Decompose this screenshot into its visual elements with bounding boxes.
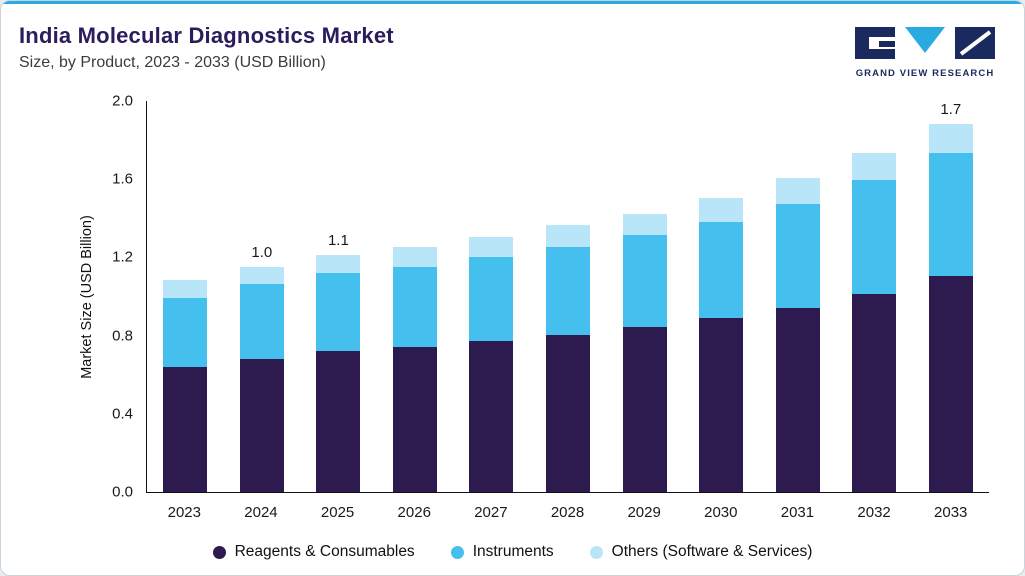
y-tick-label: 0.0 (112, 483, 133, 501)
bar-segment (469, 341, 514, 492)
y-tick-label: 1.6 (112, 170, 133, 188)
legend-marker-icon (212, 545, 226, 559)
bar-column-2023 (147, 101, 224, 492)
y-tick-label: 1.2 (112, 248, 133, 266)
legend-marker-icon (450, 545, 464, 559)
bar-value-label: 1.0 (251, 243, 273, 261)
bar-segment (316, 272, 361, 351)
bar-value-label: 1.1 (327, 231, 349, 249)
chart-subtitle: Size, by Product, 2023 - 2033 (USD Billi… (19, 54, 326, 71)
bar-segment (546, 247, 590, 336)
bar-segment (699, 317, 744, 492)
bar-segment (622, 327, 667, 492)
legend: Reagents & Consumables Instruments Others … (1, 543, 1024, 561)
bar-segment (928, 276, 973, 492)
bar-segment (775, 307, 820, 492)
bar-segment (928, 152, 973, 277)
bar-segment (852, 152, 897, 181)
bar-segment (775, 178, 820, 204)
bar-stack (239, 266, 284, 492)
x-tick-label: 2027 (474, 504, 508, 521)
bar-stack (469, 237, 514, 492)
bar-segment (392, 266, 437, 347)
legend-label: Instruments (472, 543, 554, 560)
chart-title: India Molecular Diagnostics Market (19, 23, 394, 48)
x-tick-label: 2031 (780, 504, 815, 521)
bar-segment (699, 221, 744, 318)
x-tick-label: 2026 (397, 504, 431, 521)
top-accent-strip (1, 1, 1024, 4)
x-tick-label: 2033 (934, 504, 968, 521)
grand-view-research-logo: GRAND VIEW RESEARCH (852, 27, 998, 79)
bar-segment (163, 366, 208, 492)
bar-segment (852, 180, 897, 295)
bar-segment (392, 247, 437, 267)
legend-label: Others (Software & Services) (611, 543, 813, 560)
bar-segment (469, 237, 514, 257)
x-tick-label: 2025 (320, 504, 355, 521)
bar-column-2033: 1.7 (912, 101, 989, 492)
x-tick-label: 2030 (704, 504, 738, 521)
bar-column-2032 (836, 101, 913, 492)
y-axis-title: Market Size (USD Billion) (79, 215, 95, 379)
bar-segment (852, 294, 897, 492)
x-tick-label: 2029 (627, 504, 661, 521)
bar-stack (316, 254, 361, 492)
y-tick-label: 0.4 (112, 405, 133, 423)
bar-segment (469, 256, 514, 342)
bar-segment (163, 280, 208, 298)
bar-segment (239, 358, 284, 492)
gvr-logo-text: GRAND VIEW RESEARCH (855, 68, 995, 79)
bar-stack (163, 280, 208, 492)
bar-stack (392, 247, 437, 492)
bar-stack (775, 178, 820, 492)
chart-area: 0.0 0.4 0.8 1.2 1.6 2.0 1.0 1.1 1.7 2023 2024 2025… (112, 93, 989, 521)
bar-segment (699, 198, 744, 222)
bar-column-2025: 1.1 (300, 101, 377, 492)
legend-item: Instruments (450, 543, 554, 561)
bar-column-2027 (453, 101, 530, 492)
plot-area: 0.0 0.4 0.8 1.2 1.6 2.0 1.0 1.1 1.7 (112, 93, 989, 501)
bar-segment (622, 235, 667, 328)
bar-segment (775, 203, 820, 308)
bar-segment (316, 254, 361, 273)
bar-column-2024: 1.0 (224, 101, 301, 492)
bar-segment (622, 213, 667, 236)
bar-stack (546, 225, 590, 492)
x-tick-label: 2028 (550, 504, 585, 521)
bar-segment (163, 297, 208, 367)
bar-segment (392, 346, 437, 492)
bar-column-2028 (530, 101, 607, 492)
bar-stack (928, 123, 973, 492)
bar-column-2031 (759, 101, 836, 492)
y-tick-label: 2.0 (112, 92, 133, 110)
legend-label: Reagents & Consumables (234, 543, 415, 560)
bar-column-2030 (683, 101, 760, 492)
gvr-logo-icon (855, 27, 995, 59)
bar-segment (928, 123, 973, 153)
x-tick-label: 2024 (244, 504, 278, 521)
bar-stack (852, 152, 897, 492)
legend-item: Others (Software & Services) (589, 543, 813, 561)
y-tick-label: 0.8 (112, 327, 133, 345)
bar-segment (239, 266, 284, 285)
bar-stack (699, 198, 744, 492)
bar-segment (239, 284, 284, 359)
x-axis-labels: 2023 2024 2025 2026 2027 2028 2029 2030 2031 2032… (146, 504, 989, 521)
bar-segment (546, 335, 590, 492)
legend-item: Reagents & Consumables (212, 543, 415, 561)
bar-column-2029 (606, 101, 683, 492)
x-tick-label: 2023 (167, 504, 201, 521)
bar-value-label: 1.7 (940, 100, 962, 118)
legend-marker-icon (589, 545, 603, 559)
x-tick-label: 2032 (857, 504, 891, 521)
bar-segment (546, 225, 590, 248)
bar-segment (316, 350, 361, 492)
chart-header: India Molecular Diagnostics Market Size,… (19, 23, 394, 72)
bar-column-2026 (377, 101, 454, 492)
bar-stack (622, 213, 667, 492)
